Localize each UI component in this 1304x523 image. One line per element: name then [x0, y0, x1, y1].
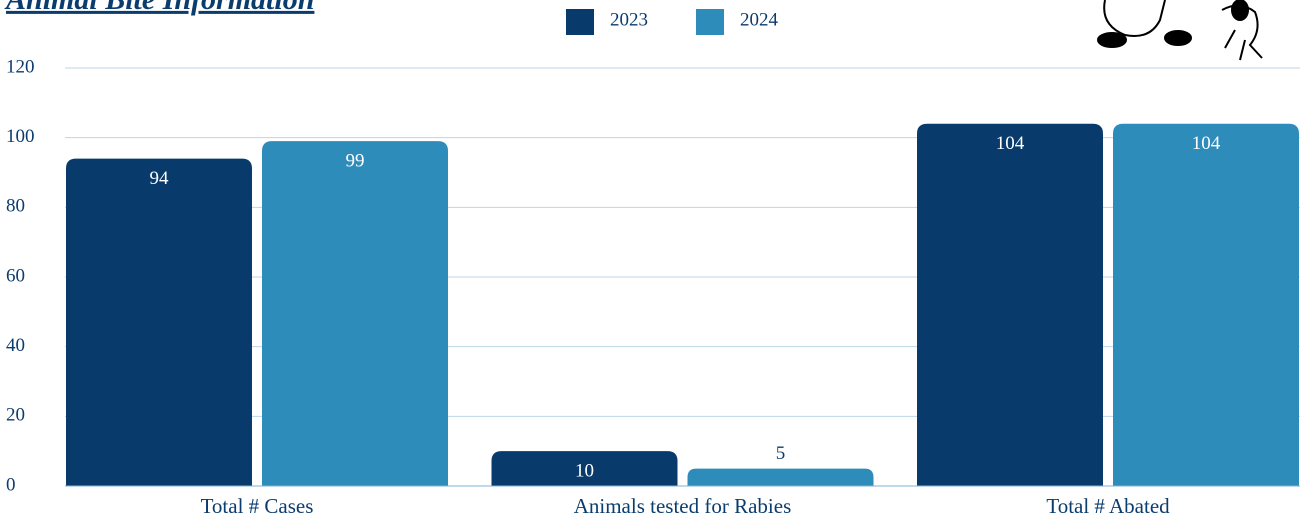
legend-label: 2024 — [740, 9, 779, 30]
data-label: 10 — [575, 461, 594, 482]
bar — [687, 468, 874, 486]
x-tick-label: Total # Abated — [1046, 494, 1170, 518]
y-tick-label: 20 — [6, 405, 25, 426]
data-label: 99 — [346, 151, 365, 172]
bar — [917, 123, 1103, 486]
x-tick-label: Animals tested for Rabies — [574, 494, 792, 518]
y-tick-label: 0 — [6, 474, 16, 495]
legend-label: 2023 — [610, 9, 648, 30]
y-tick-label: 40 — [6, 335, 25, 356]
legend-swatch — [696, 9, 724, 35]
bar — [262, 141, 448, 486]
data-label: 104 — [996, 133, 1025, 154]
dog-illustration — [1097, 0, 1263, 61]
x-tick-label: Total # Cases — [201, 494, 314, 518]
legend-swatch — [566, 9, 594, 35]
chart-title: Animal Bite Information — [4, 0, 314, 16]
y-tick-label: 100 — [6, 126, 35, 147]
y-tick-label: 120 — [6, 56, 35, 77]
bar — [491, 451, 678, 486]
y-tick-label: 60 — [6, 265, 25, 286]
data-label: 104 — [1192, 133, 1221, 154]
bar — [1113, 123, 1299, 486]
y-tick-label: 80 — [6, 196, 25, 217]
data-label: 5 — [776, 443, 786, 464]
data-label: 94 — [150, 168, 170, 189]
bar — [66, 158, 252, 487]
